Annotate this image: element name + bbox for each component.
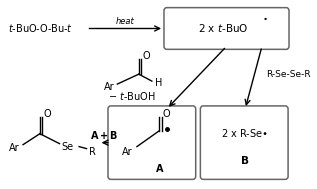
Text: R: R: [89, 147, 95, 156]
Text: O: O: [162, 109, 170, 119]
Text: heat: heat: [115, 17, 134, 26]
Text: O: O: [142, 51, 150, 61]
FancyBboxPatch shape: [164, 8, 289, 49]
Text: Ar: Ar: [9, 143, 19, 153]
Text: $\mathbf{A + B}$: $\mathbf{A + B}$: [90, 129, 118, 141]
Text: 2 x $\it{t}$-BuO: 2 x $\it{t}$-BuO: [197, 22, 248, 34]
Text: O: O: [43, 109, 51, 119]
Text: 2 x R-Se$\bullet$: 2 x R-Se$\bullet$: [221, 126, 268, 139]
Text: $-$ $\it{t}$-BuOH: $-$ $\it{t}$-BuOH: [107, 90, 155, 102]
FancyBboxPatch shape: [200, 106, 288, 179]
Text: H: H: [155, 78, 162, 88]
Text: Se: Se: [62, 142, 74, 152]
Text: $\it{t}$-BuO-O-Bu-$\it{t}$: $\it{t}$-BuO-O-Bu-$\it{t}$: [8, 22, 73, 34]
FancyBboxPatch shape: [108, 106, 196, 179]
Text: $\mathbf{A}$: $\mathbf{A}$: [155, 163, 164, 174]
Text: Ar: Ar: [122, 147, 133, 156]
Text: $\mathbf{B}$: $\mathbf{B}$: [240, 153, 249, 166]
Text: Ar: Ar: [104, 82, 114, 92]
Text: $\bullet$: $\bullet$: [262, 12, 268, 22]
Text: R-Se-Se-R: R-Se-Se-R: [267, 70, 311, 79]
